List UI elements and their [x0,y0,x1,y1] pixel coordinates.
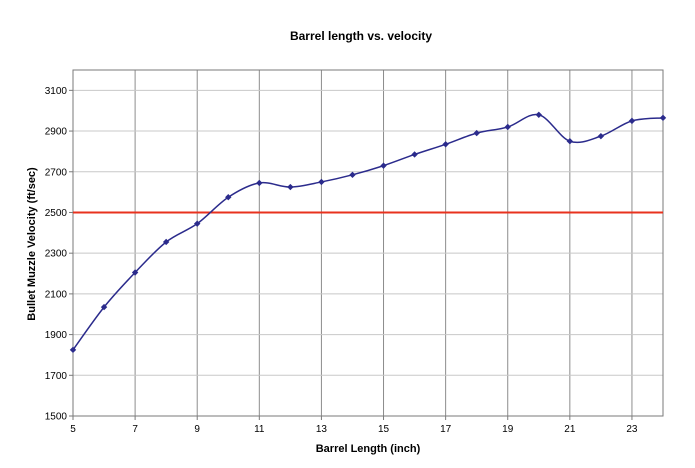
data-point-marker [131,269,139,276]
series-line [72,113,664,351]
data-point-marker [411,151,418,158]
data-point-marker [628,117,636,125]
data-point-marker [504,123,511,131]
y-tick-label: 2500 [45,208,68,219]
y-tick-label: 2300 [45,249,68,260]
x-tick-label: 7 [132,424,138,435]
data-point-marker [162,238,170,246]
y-axis-ticks: 1500 1700 1900 2100 2300 2500 2700 2900 3100 [45,86,73,423]
data-point-marker [566,138,574,145]
data-point-marker [597,132,605,140]
y-tick-label: 2900 [45,127,68,138]
y-tick-label: 1700 [45,371,68,382]
series-markers [69,111,667,354]
data-point-marker [535,111,542,118]
data-point-marker [349,171,356,179]
chart-title: Barrel length vs. velocity [290,29,432,43]
data-point-marker [442,141,449,148]
y-axis-label: Bullet Muzzle Velocity (ft/sec) [26,167,38,321]
x-tick-label: 17 [440,424,452,435]
y-tick-label: 1900 [45,330,68,341]
data-point-marker [194,220,201,227]
data-point-marker [473,129,480,137]
grid [72,70,663,417]
x-tick-label: 5 [70,424,76,435]
y-tick-label: 2100 [45,289,68,300]
x-axis-ticks: 5 7 9 11 13 15 17 19 21 23 [70,416,638,435]
x-tick-label: 9 [194,424,200,435]
x-axis-label: Barrel Length (inch) [316,443,421,455]
data-point-marker [225,194,232,201]
data-point-marker [380,162,387,169]
data-point-marker [69,346,77,354]
x-tick-label: 15 [378,424,390,435]
x-tick-label: 13 [316,424,328,435]
x-tick-label: 21 [564,424,576,435]
data-point-marker [287,183,294,191]
y-tick-label: 1500 [45,412,68,423]
data-point-marker [256,179,263,187]
plot-area [72,69,664,417]
x-tick-label: 11 [254,424,265,435]
data-point-marker [659,114,667,122]
x-tick-label: 19 [502,424,514,435]
data-point-marker [318,178,325,186]
y-tick-label: 3100 [45,86,68,97]
y-tick-label: 2700 [45,167,68,178]
x-tick-label: 23 [626,424,638,435]
data-point-marker [100,303,108,311]
